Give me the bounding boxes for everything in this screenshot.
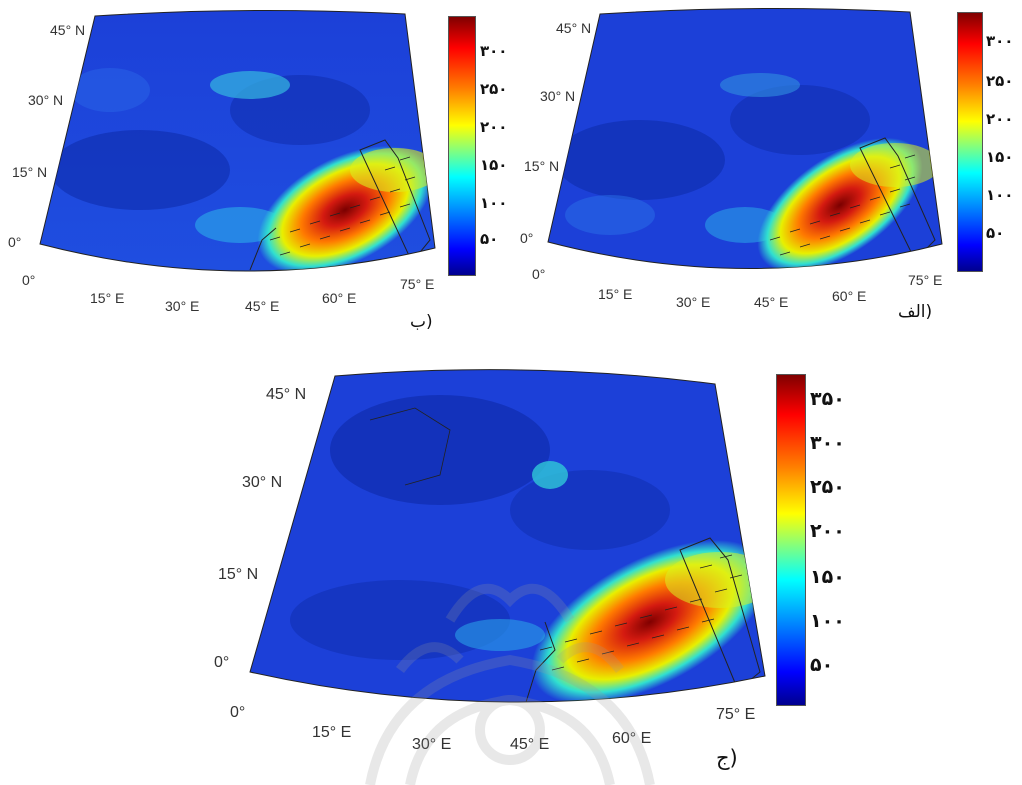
lat-label-45n: 45° N bbox=[266, 386, 307, 403]
colorbar-tick-150: ۱۵۰ bbox=[810, 566, 845, 588]
map-panel-b: 45° N 30° N 15° N 0° 0° 15° E 30° E 45° … bbox=[0, 0, 510, 340]
lon-label-60e: 60° E bbox=[832, 288, 867, 304]
colorbar-tick-150: ۱۵۰ bbox=[986, 148, 1014, 166]
colorbar-tick-50: ۵۰ bbox=[480, 230, 499, 248]
lat-label-0: 0° bbox=[520, 230, 534, 246]
lat-label-30n: 30° N bbox=[242, 474, 283, 491]
colorbar-tick-250: ۲۵۰ bbox=[986, 72, 1014, 90]
colorbar-tick-100: ۱۰۰ bbox=[986, 186, 1014, 204]
colorbar-tick-200: ۲۰۰ bbox=[480, 118, 508, 136]
map-panel-alef: 45° N 30° N 15° N 0° 0° 15° E 30° E 45° … bbox=[510, 0, 1022, 340]
lon-label-45e: 45° E bbox=[510, 736, 550, 753]
colorbar-tick-100: ۱۰۰ bbox=[480, 194, 508, 212]
lat-label-30n: 30° N bbox=[28, 92, 64, 108]
colorbar-tick-100: ۱۰۰ bbox=[810, 610, 845, 632]
lon-label-0: 0° bbox=[532, 266, 546, 282]
map-panel-jim: 45° N 30° N 15° N 0° 0° 15° E 30° E 45° … bbox=[200, 360, 860, 785]
lon-label-30e: 30° E bbox=[676, 294, 711, 310]
lon-label-15e: 15° E bbox=[312, 724, 352, 741]
lat-label-15n: 15° N bbox=[524, 158, 560, 174]
lat-label-30n: 30° N bbox=[540, 88, 576, 104]
colorbar-alef bbox=[957, 12, 983, 272]
lat-label-45n: 45° N bbox=[556, 20, 592, 36]
lon-label-45e: 45° E bbox=[245, 298, 280, 314]
lon-label-60e: 60° E bbox=[612, 730, 652, 747]
lon-label-15e: 15° E bbox=[598, 286, 633, 302]
panel-tag-b: (ب bbox=[410, 312, 433, 332]
map-field-jim bbox=[249, 369, 766, 703]
lon-label-60e: 60° E bbox=[322, 290, 357, 306]
map-field-alef bbox=[547, 7, 943, 269]
colorbar-tick-250: ۲۵۰ bbox=[480, 80, 508, 98]
lat-label-0: 0° bbox=[214, 654, 230, 671]
lon-label-30e: 30° E bbox=[165, 298, 200, 314]
lon-label-75e: 75° E bbox=[400, 276, 435, 292]
map-field-b bbox=[39, 9, 436, 272]
lon-label-15e: 15° E bbox=[90, 290, 125, 306]
lon-label-0: 0° bbox=[230, 704, 246, 721]
colorbar-jim bbox=[776, 374, 806, 706]
lat-label-45n: 45° N bbox=[50, 22, 86, 38]
colorbar-b bbox=[448, 16, 476, 276]
lon-label-75e: 75° E bbox=[908, 272, 943, 288]
colorbar-tick-250: ۲۵۰ bbox=[810, 476, 845, 498]
panel-tag-jim: (ج bbox=[716, 746, 738, 770]
colorbar-tick-350: ۳۵۰ bbox=[810, 388, 845, 410]
colorbar-tick-200: ۲۰۰ bbox=[986, 110, 1014, 128]
lon-label-45e: 45° E bbox=[754, 294, 789, 310]
colorbar-tick-50: ۵۰ bbox=[810, 654, 834, 676]
lat-label-15n: 15° N bbox=[12, 164, 48, 180]
lon-label-30e: 30° E bbox=[412, 736, 452, 753]
colorbar-tick-300: ۳۰۰ bbox=[480, 42, 508, 60]
lat-label-0: 0° bbox=[8, 234, 22, 250]
lat-label-15n: 15° N bbox=[218, 566, 259, 583]
lon-label-75e: 75° E bbox=[716, 706, 756, 723]
panel-tag-alef: (الف bbox=[898, 302, 933, 322]
colorbar-tick-200: ۲۰۰ bbox=[810, 520, 845, 542]
lon-label-0: 0° bbox=[22, 272, 36, 288]
colorbar-tick-50: ۵۰ bbox=[986, 224, 1005, 242]
colorbar-tick-300: ۳۰۰ bbox=[986, 32, 1014, 50]
colorbar-tick-150: ۱۵۰ bbox=[480, 156, 508, 174]
colorbar-tick-300: ۳۰۰ bbox=[810, 432, 845, 454]
